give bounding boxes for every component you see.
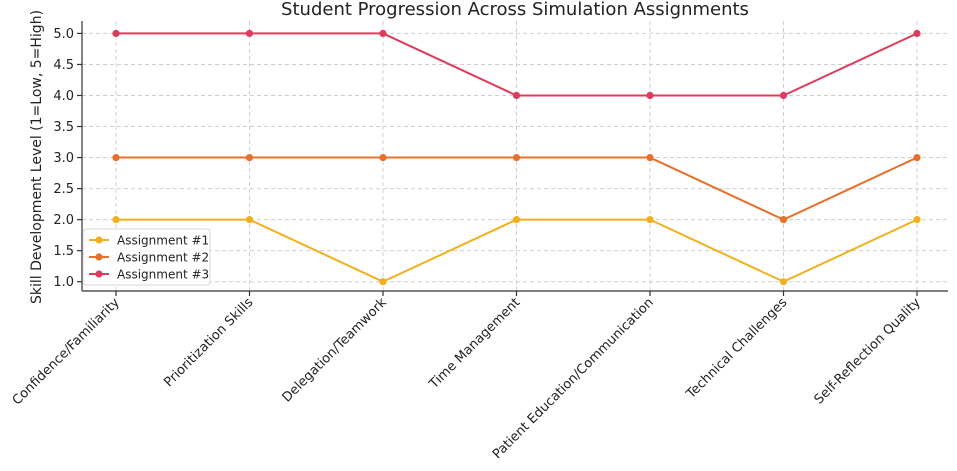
x-tick-label: Prioritization Skills: [161, 295, 256, 390]
legend-box: [82, 228, 211, 286]
data-point: [646, 153, 654, 162]
data-point: [512, 91, 521, 100]
y-tick-label: 3.0: [53, 151, 74, 166]
data-point: [512, 216, 521, 224]
data-point: [512, 153, 521, 162]
series-3: [112, 29, 921, 100]
y-tick-label: 1.0: [53, 275, 74, 290]
y-tick-label: 1.5: [53, 244, 74, 259]
legend-label: Assignment #2: [117, 250, 209, 264]
series-2: [112, 153, 921, 224]
data-point: [379, 29, 387, 38]
data-point: [913, 216, 921, 224]
legend-label: Assignment #3: [117, 267, 209, 281]
data-point: [245, 216, 254, 224]
x-tick-label: Confidence/Familiarity: [10, 295, 123, 408]
y-tick-label: 3.5: [53, 120, 74, 135]
series-1: [112, 216, 921, 286]
x-tick-label: Time Management: [426, 295, 523, 392]
series-layer: [112, 29, 921, 286]
legend-item: Assignment #1: [89, 233, 209, 247]
x-tick-label: Delegation/Teamwork: [280, 295, 391, 406]
data-point: [646, 91, 654, 100]
chart-title: Student Progression Across Simulation As…: [281, 0, 749, 20]
x-tick-label: Self-Reflection Quality: [812, 295, 924, 407]
data-point: [112, 153, 120, 162]
data-point: [913, 29, 921, 38]
legend: Assignment #1 Assignment #2 Assignment #3: [82, 228, 211, 286]
y-tick-label: 4.0: [53, 89, 74, 104]
y-axis-label: Skill Development Level (1=Low, 5=High): [29, 10, 45, 304]
legend-marker: [95, 236, 103, 244]
data-point: [112, 29, 120, 38]
data-point: [245, 153, 254, 162]
data-point: [913, 153, 921, 162]
x-tick-label: Technical Challenges: [683, 295, 790, 402]
legend-marker: [95, 253, 103, 261]
data-point: [779, 278, 788, 286]
y-tick-label: 2.0: [53, 213, 74, 228]
legend-label: Assignment #1: [117, 233, 209, 247]
x-tick-label: Patient Education/Communication: [490, 295, 657, 462]
y-tick-label: 4.5: [53, 58, 74, 73]
legend-item: Assignment #2: [89, 250, 209, 264]
legend-item: Assignment #3: [89, 267, 209, 281]
data-point: [379, 153, 387, 162]
data-point: [379, 278, 387, 286]
data-point: [779, 91, 788, 100]
data-point: [779, 216, 788, 224]
data-point: [646, 216, 654, 224]
legend-marker: [95, 270, 103, 278]
data-point: [245, 29, 254, 38]
y-tick-label: 2.5: [53, 182, 74, 197]
y-tick-label: 5.0: [53, 27, 74, 42]
data-point: [112, 216, 120, 224]
